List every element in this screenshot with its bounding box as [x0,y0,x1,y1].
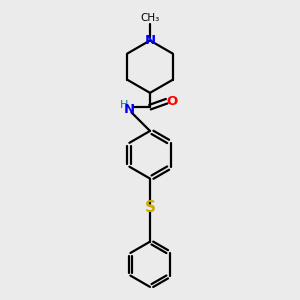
Text: O: O [166,95,178,108]
Text: S: S [145,200,155,214]
Text: N: N [144,34,156,47]
Text: CH₃: CH₃ [140,13,160,23]
Text: N: N [124,103,135,116]
Text: H: H [120,100,128,110]
